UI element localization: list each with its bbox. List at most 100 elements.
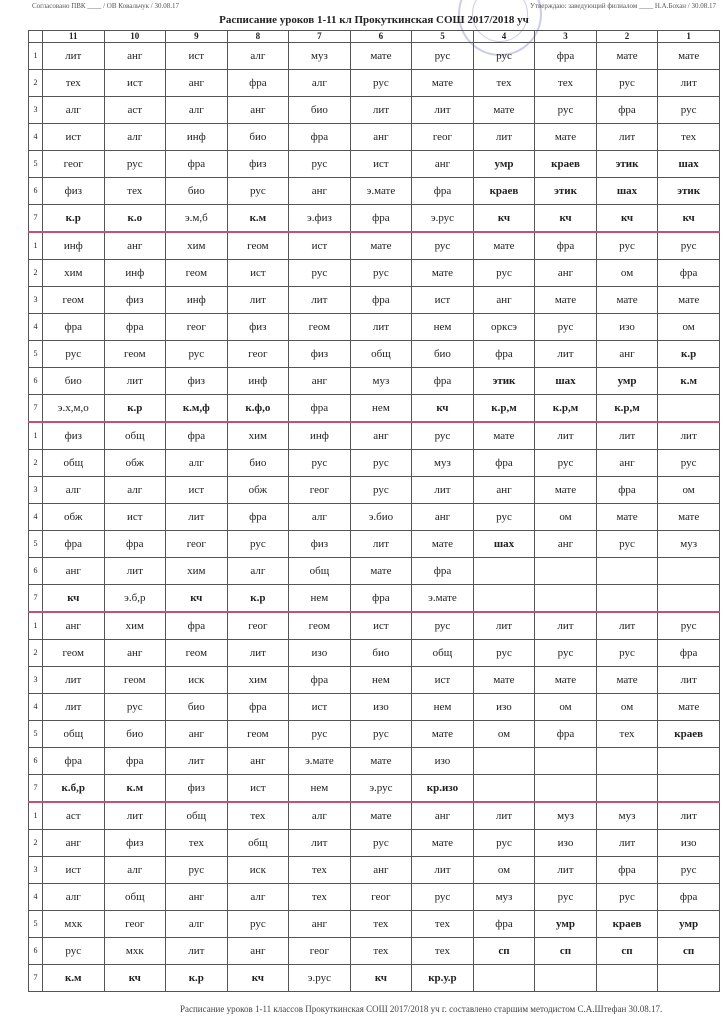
lesson-cell: э.мате [288, 747, 351, 775]
lesson-row: 6 био лит физ инф анг муз фра этик шах умр к.м [28, 367, 720, 395]
lesson-number: 1 [28, 421, 43, 450]
lesson-cell [534, 774, 597, 803]
lesson-cell: геог [42, 150, 105, 178]
lesson-number: 2 [28, 259, 43, 287]
lesson-cell: тех [411, 937, 474, 965]
lesson-cell: к.м [42, 964, 105, 992]
lesson-cell: анг [103, 639, 167, 667]
class-header: 11 [42, 30, 105, 43]
lesson-cell: лит [42, 693, 105, 721]
lesson-number: 4 [28, 503, 43, 531]
lesson-cell: геом [42, 639, 105, 667]
lesson-cell: мате [534, 476, 597, 504]
lesson-number: 4 [28, 313, 43, 341]
lesson-cell: изо [657, 829, 720, 857]
lesson-cell: рус [42, 937, 105, 965]
lesson-number: 4 [28, 693, 43, 721]
lesson-cell: био [226, 123, 290, 151]
lesson-cell: мате [595, 503, 659, 531]
lesson-cell: фра [42, 530, 105, 558]
lesson-cell: лит [103, 557, 167, 585]
lesson-cell: ист [349, 150, 413, 178]
lesson-cell: э.рус [411, 204, 474, 233]
lesson-cell: мате [349, 747, 413, 775]
lesson-cell: иск [165, 666, 228, 694]
lesson-cell: кр.у.р [411, 964, 474, 992]
lesson-cell: фра [165, 421, 228, 450]
lesson-cell [472, 584, 536, 613]
lesson-row: 2 хим инф геом ист рус рус мате рус анг ом фра [28, 259, 720, 287]
lesson-cell: ист [42, 123, 105, 151]
lesson-cell: этик [657, 177, 720, 205]
lesson-cell: инф [165, 286, 228, 314]
lesson-cell: э.мате [411, 584, 474, 613]
lesson-cell: рус [226, 530, 290, 558]
lesson-cell: общ [165, 801, 228, 830]
lesson-cell: мате [472, 421, 536, 450]
lesson-cell: рус [534, 639, 597, 667]
lesson-cell: к.р,м [472, 394, 536, 423]
lesson-number: 1 [28, 801, 43, 830]
lesson-cell: лит [534, 856, 597, 884]
lesson-cell: ист [288, 693, 351, 721]
document-footer: Расписание уроков 1-11 классов Прокуткин… [180, 1004, 663, 1014]
lesson-cell: рус [288, 720, 351, 748]
lesson-cell: ом [595, 693, 659, 721]
lesson-cell: фра [226, 503, 290, 531]
lesson-cell: ист [103, 69, 167, 97]
lesson-cell: рус [595, 639, 659, 667]
lesson-cell: фра [657, 259, 720, 287]
lesson-cell: анг [103, 231, 167, 260]
lesson-cell: рус [472, 829, 536, 857]
lesson-cell: физ [103, 829, 167, 857]
lesson-cell: ист [349, 611, 413, 640]
lesson-cell: тех [472, 69, 536, 97]
lesson-cell: кр.изо [411, 774, 474, 803]
lesson-cell: сп [472, 937, 536, 965]
lesson-cell: лит [472, 611, 536, 640]
class-header: 2 [595, 30, 659, 43]
lesson-cell: фра [595, 96, 659, 124]
lesson-row: 6 физ тех био рус анг э.мате фра краев этик шах эти… [28, 177, 720, 205]
lesson-cell: умр [534, 910, 597, 938]
lesson-cell: геом [288, 611, 351, 640]
lesson-cell: алг [288, 801, 351, 830]
lesson-cell: к.р [165, 964, 228, 992]
lesson-cell: анг [349, 421, 413, 450]
agreed-signature-line: Согласовано ПВК ____ / ОВ Ковальчук / 30… [32, 2, 179, 10]
lesson-cell: анг [288, 177, 351, 205]
lesson-cell: рус [226, 910, 290, 938]
lesson-cell: фра [165, 150, 228, 178]
lesson-row: 5 мхк геог алг рус анг тех тех фра умр краев умр [28, 910, 720, 938]
lesson-cell: тех [42, 69, 105, 97]
lesson-cell: лит [288, 829, 351, 857]
lesson-cell: лит [411, 96, 474, 124]
lesson-cell: фра [288, 123, 351, 151]
lesson-cell: анг [103, 42, 167, 70]
lesson-number: 6 [28, 557, 43, 585]
lesson-row: 7 к.м кч к.р кч э.рус кч кр.у.р [28, 964, 720, 992]
lesson-row: 3 ист алг рус иск тех анг лит ом лит фра рус [28, 856, 720, 884]
lesson-cell: рус [534, 96, 597, 124]
lesson-cell: мате [411, 530, 474, 558]
lesson-cell: геом [42, 286, 105, 314]
lesson-cell [595, 964, 659, 992]
lesson-cell: общ [42, 449, 105, 477]
lesson-cell: рус [42, 340, 105, 368]
lesson-cell: лит [103, 801, 167, 830]
lesson-cell: хим [165, 557, 228, 585]
lesson-cell: анг [472, 286, 536, 314]
lesson-cell: мате [657, 693, 720, 721]
lesson-cell: ом [472, 720, 536, 748]
lesson-cell: фра [411, 367, 474, 395]
lesson-cell [534, 557, 597, 585]
lesson-cell: э.био [349, 503, 413, 531]
lesson-cell: геом [288, 313, 351, 341]
lesson-cell: алг [288, 503, 351, 531]
lesson-cell: обж [226, 476, 290, 504]
lesson-cell: рус [657, 231, 720, 260]
lesson-cell: изо [411, 747, 474, 775]
lesson-cell: лит [595, 123, 659, 151]
lesson-cell: лит [534, 421, 597, 450]
lesson-cell: тех [657, 123, 720, 151]
